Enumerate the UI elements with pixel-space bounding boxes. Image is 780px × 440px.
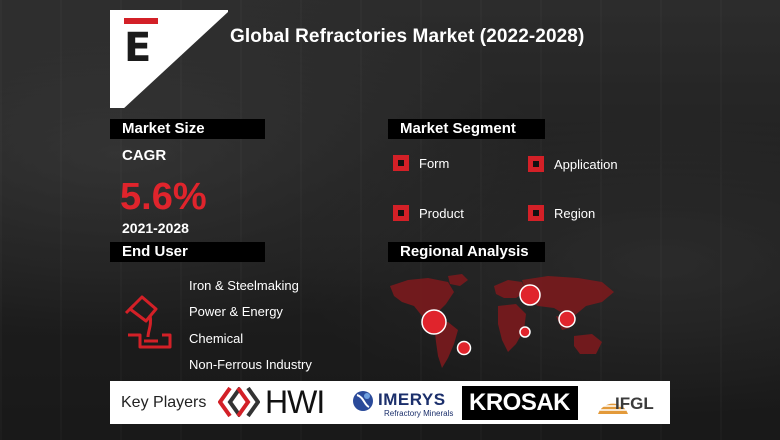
ladle-pouring-icon (124, 295, 172, 349)
imerys-logo-subtext: Refractory Minerals (384, 409, 454, 418)
cagr-years: 2021-2028 (122, 220, 189, 236)
segment-item-form: Form (393, 155, 449, 171)
segment-item-product: Product (393, 205, 464, 221)
world-map (390, 274, 614, 368)
regional-analysis-heading: Regional Analysis (388, 242, 545, 262)
market-segment-heading: Market Segment (388, 119, 545, 139)
region-marker-north-america (421, 309, 447, 335)
segment-label: Product (419, 205, 464, 221)
segment-item-region: Region (528, 205, 595, 221)
segment-label: Form (419, 155, 450, 171)
hwi-logo-text: HWI (265, 384, 325, 420)
end-user-item: Chemical (189, 331, 244, 346)
cagr-label: CAGR (122, 147, 167, 164)
market-size-heading: Market Size (110, 119, 265, 139)
region-marker-europe (519, 284, 541, 306)
ifgl-logo-text: IFGL (615, 394, 654, 413)
segment-label: Application (554, 156, 618, 172)
ifgl-logo-icon (598, 401, 628, 414)
square-bullet-icon (528, 205, 544, 221)
segment-label: Region (554, 205, 596, 221)
end-user-item: Iron & Steelmaking (189, 278, 299, 293)
krosak-logo-text: KROSAK (469, 389, 571, 416)
imerys-logo-icon (353, 391, 373, 411)
continents (390, 274, 614, 368)
cagr-value: 5.6% (120, 176, 207, 218)
region-marker-africa (519, 326, 531, 338)
segment-item-application: Application (528, 156, 618, 172)
end-user-heading: End User (110, 242, 265, 262)
region-marker-asia-pacific (558, 310, 576, 328)
end-user-item: Non-Ferrous Industry (189, 357, 312, 372)
hwi-logo-icon (218, 386, 260, 418)
square-bullet-icon (393, 155, 409, 171)
imerys-logo-text: IMERYS (378, 390, 446, 409)
page-title: Global Refractories Market (2022-2028) (230, 26, 585, 47)
square-bullet-icon (528, 156, 544, 172)
square-bullet-icon (393, 205, 409, 221)
key-players-label: Key Players (121, 394, 207, 411)
region-marker-south-america (456, 340, 472, 356)
logo-accent-bar (124, 18, 158, 24)
end-user-item: Power & Energy (189, 304, 283, 319)
logo-letter: E (124, 25, 152, 71)
krosak-logo-box (462, 386, 578, 420)
